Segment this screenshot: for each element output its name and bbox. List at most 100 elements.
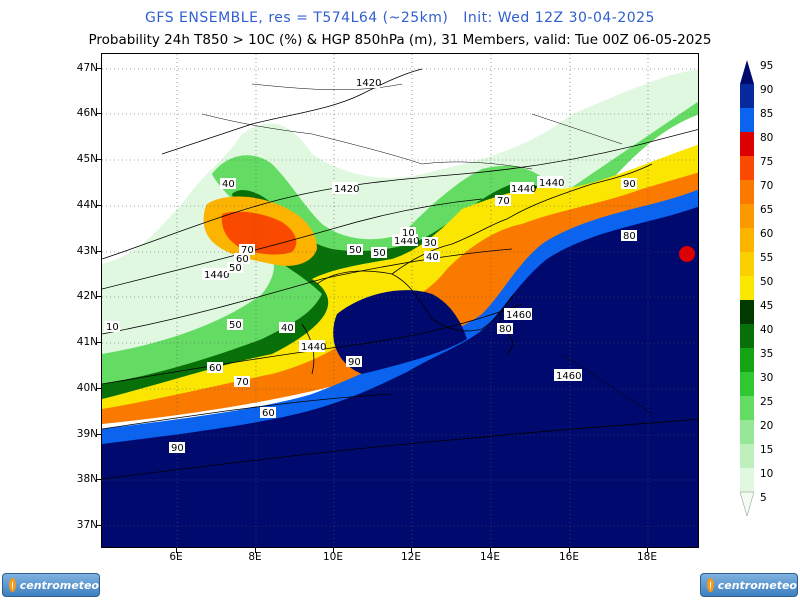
- colorbar-swatch: [740, 156, 754, 180]
- contour-label: 1440: [539, 178, 564, 189]
- prob-label: 90: [171, 443, 184, 454]
- colorbar-label: 25: [760, 396, 774, 408]
- contour-label: 1420: [334, 184, 359, 195]
- map-subtitle: Probability 24h T850 > 10C (%) & HGP 850…: [88, 32, 712, 48]
- colorbar-label: 65: [760, 204, 774, 216]
- lat-tick: [96, 68, 101, 69]
- colorbar-label: 40: [760, 324, 774, 336]
- prob-label: 70: [497, 196, 510, 207]
- prob-label: 30: [424, 238, 437, 249]
- prob-label: 80: [499, 324, 512, 335]
- colorbar-label: 50: [760, 276, 774, 288]
- prob-label: 60: [262, 408, 275, 419]
- brand-logo-right[interactable]: centrometeo: [700, 573, 798, 597]
- contour-label-group: 1420 1420 1440 1440 1440 1440 1440 1460 …: [202, 76, 582, 382]
- colorbar-label: 5: [760, 492, 767, 504]
- colorbar-swatch: [740, 228, 754, 252]
- contour-label: 1420: [356, 78, 381, 89]
- lat-tick: [96, 434, 101, 435]
- lon-label-14e: 14E: [480, 551, 500, 563]
- prob-label-group: 40 70 60 50 50 40 60 70 60 90 10 50 30 4…: [104, 178, 637, 454]
- lat-tick: [96, 388, 101, 389]
- colorbar-label: 70: [760, 180, 774, 192]
- colorbar-label: 60: [760, 228, 774, 240]
- graticule: [102, 54, 698, 547]
- lon-tick: [333, 548, 334, 553]
- lat-label-40n: 40N: [76, 382, 98, 394]
- brand-logo-left[interactable]: centrometeo: [2, 573, 100, 597]
- colorbar-swatch: [740, 132, 754, 156]
- prob-label: 60: [236, 254, 249, 265]
- lat-label-45n: 45N: [76, 153, 98, 165]
- lat-label-46n: 46N: [76, 107, 98, 119]
- lon-label-10e: 10E: [323, 551, 343, 563]
- lat-tick: [96, 251, 101, 252]
- lon-label-8e: 8E: [248, 551, 262, 563]
- prob-label: 50: [349, 245, 362, 256]
- colorbar-swatch: [740, 204, 754, 228]
- lat-label-37n: 37N: [76, 519, 98, 531]
- prob-field-red-spot: [679, 246, 695, 262]
- prob-label: 40: [222, 179, 235, 190]
- lat-tick: [96, 205, 101, 206]
- prob-label: 60: [209, 363, 222, 374]
- colorbar-label: 75: [760, 156, 774, 168]
- colorbar-label: 45: [760, 300, 774, 312]
- lon-label-6e: 6E: [169, 551, 183, 563]
- coastlines: [161, 68, 653, 375]
- colorbar-label: 15: [760, 444, 774, 456]
- colorbar-swatch: [740, 372, 754, 396]
- colorbar-label: 10: [760, 468, 774, 480]
- colorbar-label: 35: [760, 348, 774, 360]
- lat-label-42n: 42N: [76, 290, 98, 302]
- prob-field-tyrrhenian: [333, 290, 467, 374]
- lon-tick: [255, 548, 256, 553]
- lat-tick: [96, 113, 101, 114]
- prob-label: 70: [241, 245, 254, 256]
- colorbar-label: 85: [760, 108, 774, 120]
- lat-tick: [96, 525, 101, 526]
- prob-label: 70: [236, 377, 249, 388]
- prob-label: 90: [623, 179, 636, 190]
- contour-label: 1440: [301, 342, 326, 353]
- colorbar-label: 80: [760, 132, 774, 144]
- prob-field-orange: [102, 172, 698, 424]
- lon-tick: [647, 548, 648, 553]
- lat-label-39n: 39N: [76, 428, 98, 440]
- prob-label: 50: [229, 263, 242, 274]
- map-title: GFS ENSEMBLE, res = T574L64 (~25km) Init…: [145, 10, 655, 26]
- lat-tick: [96, 159, 101, 160]
- brand-text: centrometeo: [19, 578, 99, 592]
- colorbar-label: 55: [760, 252, 774, 264]
- colorbar: [739, 60, 755, 517]
- contour-label: 1440: [394, 236, 419, 247]
- colorbar-swatch: [739, 491, 755, 517]
- colorbar-label: 30: [760, 372, 774, 384]
- colorbar-label: 95: [760, 60, 774, 72]
- lon-label-12e: 12E: [401, 551, 421, 563]
- brand-text: centrometeo: [717, 578, 797, 592]
- contour-label: 1460: [556, 371, 581, 382]
- lon-label-18e: 18E: [637, 551, 657, 563]
- prob-label: 50: [373, 248, 386, 259]
- colorbar-swatch: [740, 444, 754, 468]
- colorbar-swatch: [740, 324, 754, 348]
- colorbar-swatch: [740, 300, 754, 324]
- colorbar-label: 90: [760, 84, 774, 96]
- lat-label-44n: 44N: [76, 199, 98, 211]
- probability-map: 1420 1420 1440 1440 1440 1440 1440 1460 …: [101, 53, 699, 548]
- logo-ring-icon: [9, 578, 16, 592]
- lat-tick: [96, 296, 101, 297]
- contour-label: 1460: [506, 310, 531, 321]
- lon-label-16e: 16E: [559, 551, 579, 563]
- contour-label: 1440: [511, 184, 536, 195]
- prob-label: 90: [348, 357, 361, 368]
- lon-tick: [176, 548, 177, 553]
- colorbar-swatch: [740, 252, 754, 276]
- colorbar-swatch: [740, 348, 754, 372]
- prob-label: 50: [229, 320, 242, 331]
- prob-field-sea-navy: [102, 206, 698, 547]
- lat-label-47n: 47N: [76, 62, 98, 74]
- colorbar-swatch: [740, 108, 754, 132]
- lon-tick: [490, 548, 491, 553]
